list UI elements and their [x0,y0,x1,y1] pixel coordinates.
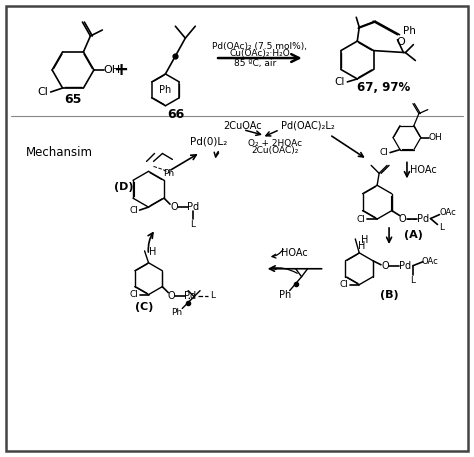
Text: HOAc: HOAc [410,165,437,175]
Text: 67, 97%: 67, 97% [357,81,411,94]
Text: O: O [399,213,407,223]
Text: 2Cu(OAC)₂: 2Cu(OAC)₂ [251,146,299,155]
Text: Ph: Ph [163,169,174,178]
Text: (A): (A) [404,230,423,240]
Text: Cl: Cl [380,148,389,157]
Text: Pd: Pd [399,261,411,271]
Text: Pd: Pd [187,202,199,212]
Text: H: H [149,247,156,257]
Text: Pd(OAC)₂L₂: Pd(OAC)₂L₂ [281,121,335,131]
Text: H: H [357,241,365,251]
Text: Ph: Ph [159,85,172,95]
Text: Ph: Ph [279,290,291,300]
Text: L: L [191,219,195,228]
Text: Pd: Pd [417,213,428,223]
Text: O: O [396,37,405,47]
Text: 66: 66 [167,108,184,121]
Text: Cl: Cl [340,280,349,289]
Text: (D): (D) [114,182,134,192]
Text: OAc: OAc [421,257,438,266]
Text: 2CuOAc: 2CuOAc [224,121,262,131]
Text: Pd(OAc)₂ (7.5 mol%),: Pd(OAc)₂ (7.5 mol%), [212,42,307,51]
Text: OAc: OAc [439,208,456,217]
Text: Cl: Cl [129,206,138,215]
Text: Mechansim: Mechansim [26,146,93,159]
Text: Pd(0)L₂: Pd(0)L₂ [190,137,227,147]
Text: +: + [113,61,128,79]
Text: Cl: Cl [334,77,345,87]
Text: Cu(OAc)₂·H₂O: Cu(OAc)₂·H₂O [229,48,290,58]
Text: Ph: Ph [403,26,416,36]
Text: Ph: Ph [171,308,182,317]
Text: 65: 65 [64,93,82,106]
Text: O: O [167,291,175,301]
Text: OH: OH [429,133,443,142]
Text: Cl: Cl [129,290,138,299]
Text: Cl: Cl [37,87,48,97]
Text: O: O [381,261,389,271]
Text: OH: OH [103,65,120,75]
Text: O₂ + 2HOAc: O₂ + 2HOAc [248,139,302,148]
Text: O: O [170,202,178,212]
Text: Pd: Pd [184,291,196,301]
Text: L: L [210,291,216,300]
Text: (B): (B) [380,290,398,300]
Text: L: L [410,276,415,285]
Text: L: L [439,223,444,232]
Text: H: H [361,235,368,245]
Text: 85 ºC, air: 85 ºC, air [234,58,276,68]
Text: Cl: Cl [357,214,365,223]
Text: (C): (C) [136,302,154,312]
Text: HOAc: HOAc [281,248,308,258]
